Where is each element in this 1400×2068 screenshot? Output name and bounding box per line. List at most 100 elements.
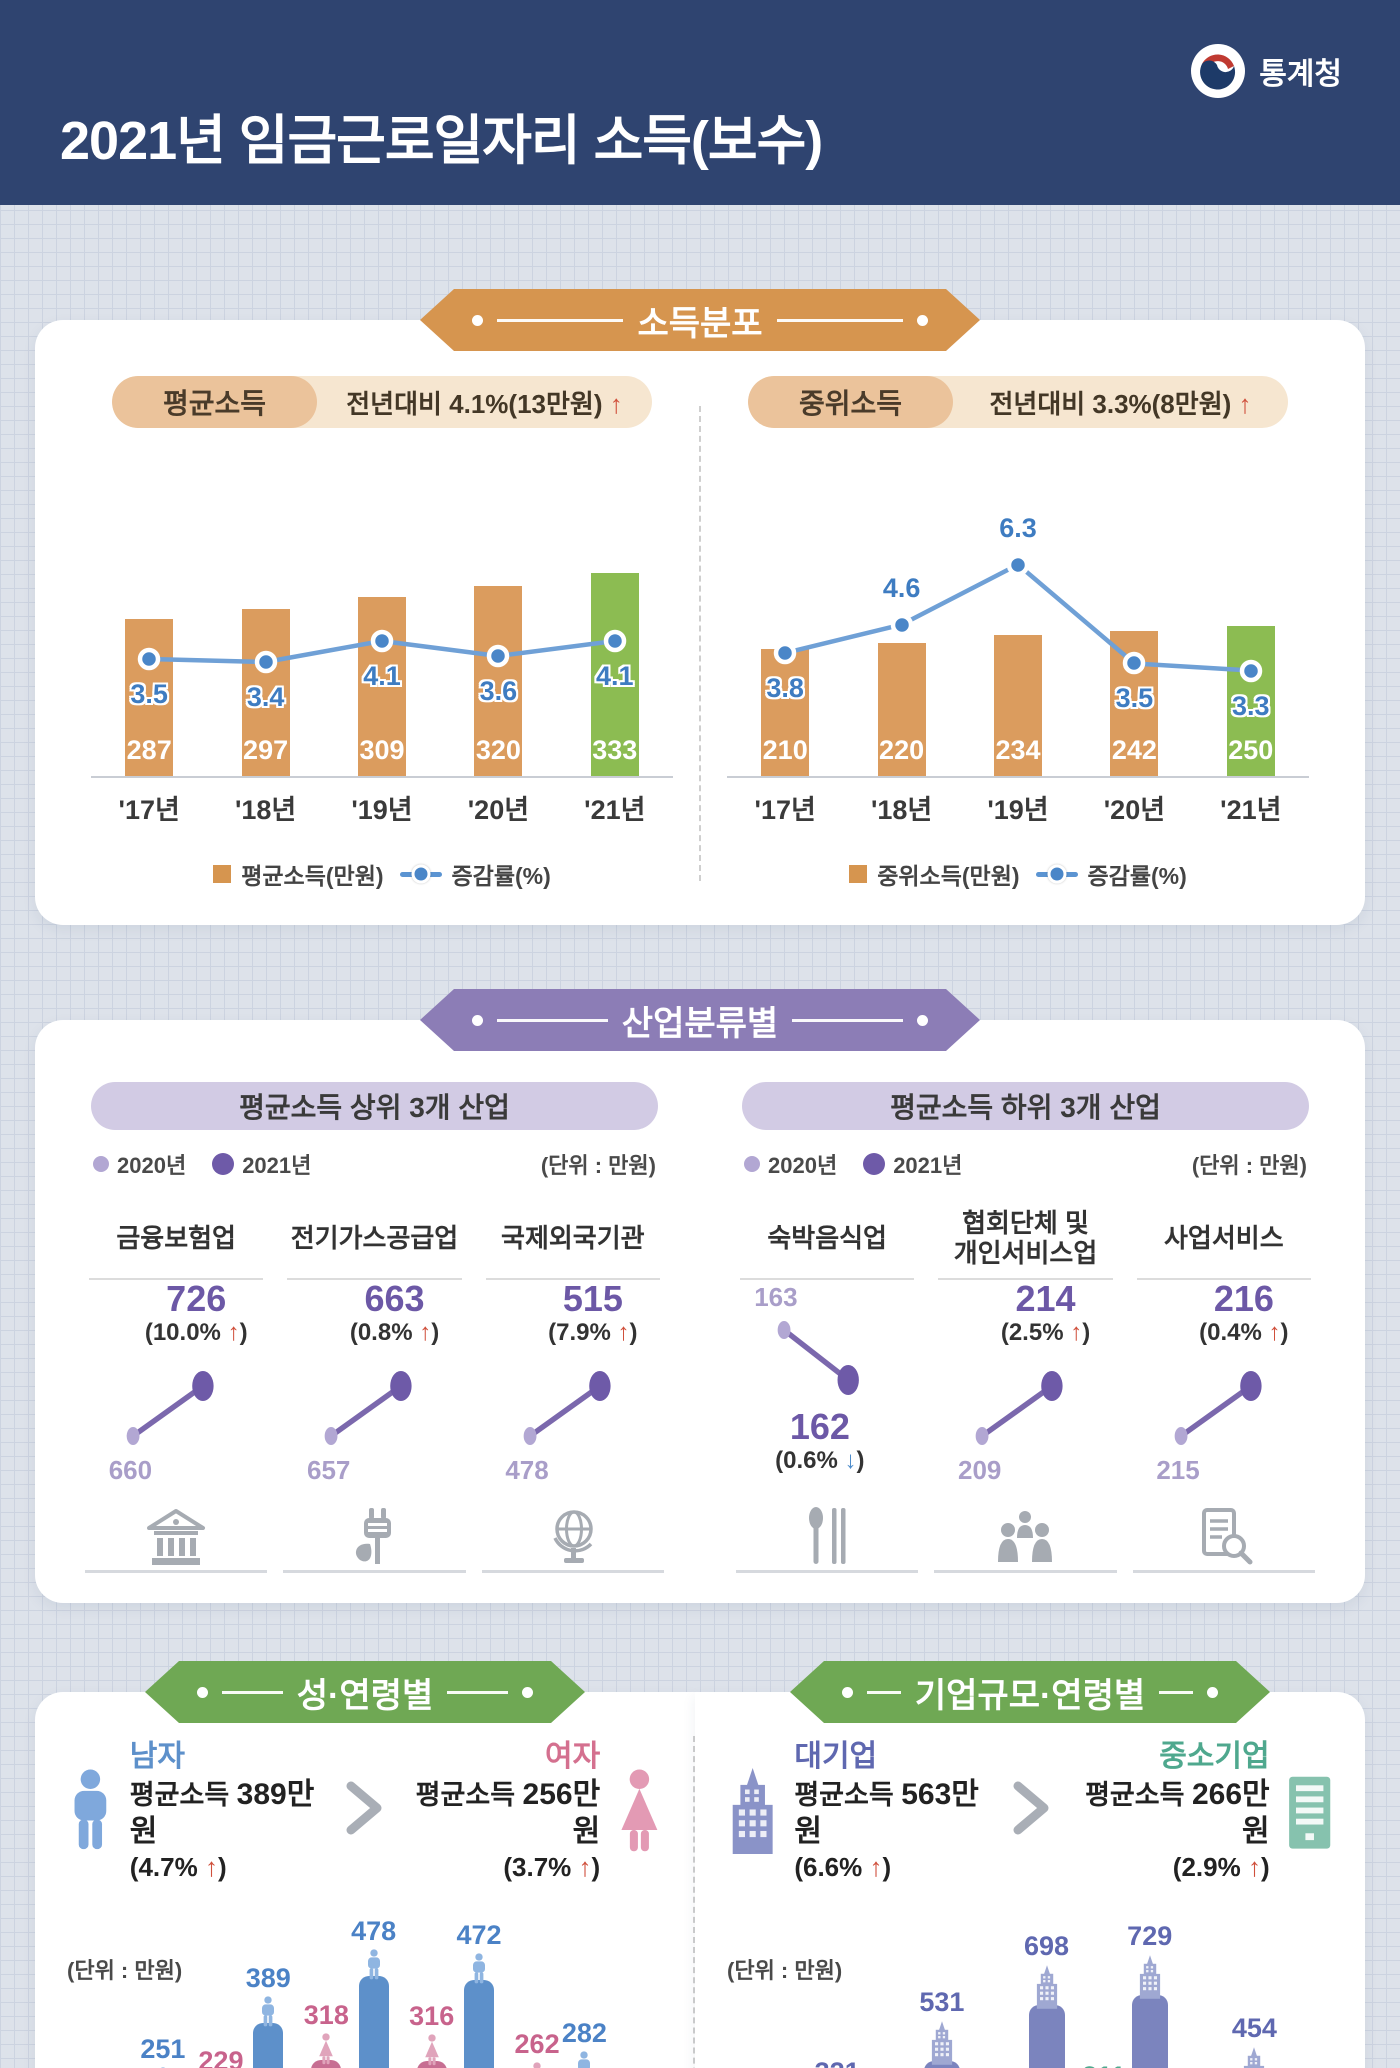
growth-rate-label: 3.8 <box>766 673 804 703</box>
comparison-chevron <box>1010 1776 1054 1845</box>
unit-label: (단위 : 만원) <box>727 1958 843 1983</box>
bar-value-label: 729 <box>1127 1921 1173 1951</box>
bar-column: 297 <box>207 524 323 776</box>
industry-name: 금융보험업 <box>116 1223 236 1254</box>
gender-header: 남자 평균소득 389만원 (4.7% ↑) 여자 평균소득 256만원 (3.… <box>35 1692 695 1883</box>
industry-icon-floor <box>736 1488 919 1573</box>
badge-note: 전년대비 3.3%(8만원) ↑ <box>989 388 1252 419</box>
banner-label: 성·연령별 <box>296 1676 434 1715</box>
gender-banner-slot: 성·연령별 <box>35 1661 695 1723</box>
line-dot-icon <box>1239 659 1263 683</box>
age-group: 698 311 <box>1024 1931 1126 2068</box>
bar-value-label: 282 <box>561 2018 607 2048</box>
unit-label: (단위 : 만원) <box>67 1958 183 1983</box>
industry-icon-floor <box>85 1488 268 1573</box>
bar-column: 287 <box>91 524 207 776</box>
industry-legend: 2020년 2021년 (단위 : 만원) <box>93 1148 656 1180</box>
header-side: 여자 평균소득 256만원 (3.7% ↑) <box>393 1738 665 1883</box>
stat-pct: (6.6% ↑) <box>794 1851 892 1882</box>
growth-rate-label: 6.3 <box>999 513 1037 543</box>
x-axis-label: '20년 <box>1103 795 1166 825</box>
banner-left-decoration <box>197 1687 283 1698</box>
average-income-legend: 평균소득(만원) 증감률(%) <box>65 857 699 891</box>
bar-value-label: 287 <box>126 735 172 765</box>
line-dot-icon <box>890 613 913 637</box>
section-demographics: 성·연령별 기업규모·연령별 남자 평균소득 389만원 (4.7% ↑) 여자 <box>0 1661 1400 2068</box>
divider <box>287 1278 462 1280</box>
up-arrow-icon: ↑ <box>609 388 623 419</box>
woman-icon <box>316 2033 336 2065</box>
man-pictogram-icon <box>367 1949 380 1980</box>
office-building-icon <box>1288 1776 1330 1849</box>
agency-logo: 통계청 <box>1189 42 1342 100</box>
man-icon <box>469 1953 489 1985</box>
stat-text: 평균소득 266만원 <box>1085 1777 1270 1849</box>
bar-column: 220 <box>843 524 959 776</box>
bar-value-label: 297 <box>243 735 289 765</box>
document-search-icon <box>1201 1508 1253 1565</box>
value-2021: 214 (2.5% ↑) <box>1000 1278 1091 1347</box>
tower-icon <box>1240 2046 1268 2068</box>
skyscraper-icon <box>1244 2047 1265 2068</box>
age-group: 282 143 <box>562 2018 665 2068</box>
bar <box>358 1976 389 2068</box>
stat-text: 평균소득 256만원 <box>415 1777 601 1849</box>
greater-than-icon <box>346 1781 382 1835</box>
slope-graphic <box>523 1371 611 1445</box>
legend-2021-dot: 2021년 <box>212 1148 311 1180</box>
value-2020: 215 <box>1156 1455 1200 1485</box>
bar-value-label: 316 <box>409 2001 455 2031</box>
tower-icon <box>928 2020 956 2066</box>
industry-icon-floor <box>1132 1488 1315 1573</box>
bank-icon <box>147 1509 206 1565</box>
growth-rate-label: 3.3 <box>1232 691 1270 721</box>
pictogram-bar-column: 251 <box>140 2034 185 2068</box>
man-icon <box>364 1949 384 1981</box>
firm-age-card: 대기업 평균소득 563만원 (6.6% ↑) 중소기업 평균소득 266만원 … <box>695 1692 1365 2068</box>
bar: 250 <box>1226 626 1275 776</box>
legend-line-item: 증감률(%) <box>1035 857 1187 891</box>
up-arrow-icon: ↑ <box>1070 1319 1083 1347</box>
banner-right-decoration <box>777 315 928 326</box>
bar-value-label: 454 <box>1231 2013 1277 2043</box>
industry-change-graphic: 663 (0.8% ↑) 657 <box>283 1278 465 1488</box>
woman-icon <box>422 2034 442 2066</box>
value-2020: 478 <box>505 1455 549 1485</box>
line-dot-icon <box>1123 651 1146 675</box>
value-2020: 660 <box>108 1455 153 1485</box>
x-axis-label: '20년 <box>467 795 530 825</box>
value-2020: 209 <box>958 1455 1002 1485</box>
up-arrow-icon: ↑ <box>419 1319 432 1347</box>
globe-icon <box>553 1510 593 1563</box>
up-arrow-icon: ↑ <box>578 1851 592 1882</box>
x-axis-label: '18년 <box>234 795 297 825</box>
tower-icon <box>1033 1964 1061 2010</box>
badge-title: 중위소득 <box>748 376 953 428</box>
greater-than-icon <box>1013 1781 1049 1835</box>
bar-value-label: 220 <box>879 735 925 765</box>
woman-pictogram-icon <box>424 2034 439 2066</box>
bar: 220 <box>877 643 926 776</box>
man-icon <box>574 2051 594 2068</box>
pictogram-bar-column: 478 <box>351 1916 396 2068</box>
group-label: 중소기업 <box>1159 1740 1270 1773</box>
bar-value-label: 250 <box>1228 735 1274 765</box>
industry-item: 협회단체 및 개인서비스업 214 (2.5% ↑) 209 <box>926 1206 1124 1573</box>
gender-age-chart: 95 84 251 229 389 318 <box>59 1889 671 2068</box>
section-banner-income: 소득분포 <box>420 289 980 351</box>
divider <box>1136 1278 1311 1280</box>
growth-rate-label: 4.1 <box>596 661 634 691</box>
slope-graphic <box>126 1371 214 1445</box>
legend-2021-dot: 2021년 <box>863 1148 962 1180</box>
pictogram-bar-column: 698 <box>1024 1931 1069 2068</box>
group-label: 여자 <box>545 1740 601 1773</box>
industry-item: 금융보험업 726 (10.0% ↑) 660 <box>77 1206 275 1573</box>
group-label: 대기업 <box>794 1740 878 1773</box>
man-pictogram-icon <box>74 1769 107 1849</box>
woman-icon <box>527 2062 547 2068</box>
pictogram-bar-column: 262 <box>515 2029 560 2068</box>
pictogram-bar-column: 316 <box>409 2001 454 2068</box>
up-arrow-icon: ↑ <box>617 1319 630 1347</box>
pictogram-bar-column: 321 <box>815 2057 860 2068</box>
x-axis-label: '21년 <box>584 795 646 825</box>
